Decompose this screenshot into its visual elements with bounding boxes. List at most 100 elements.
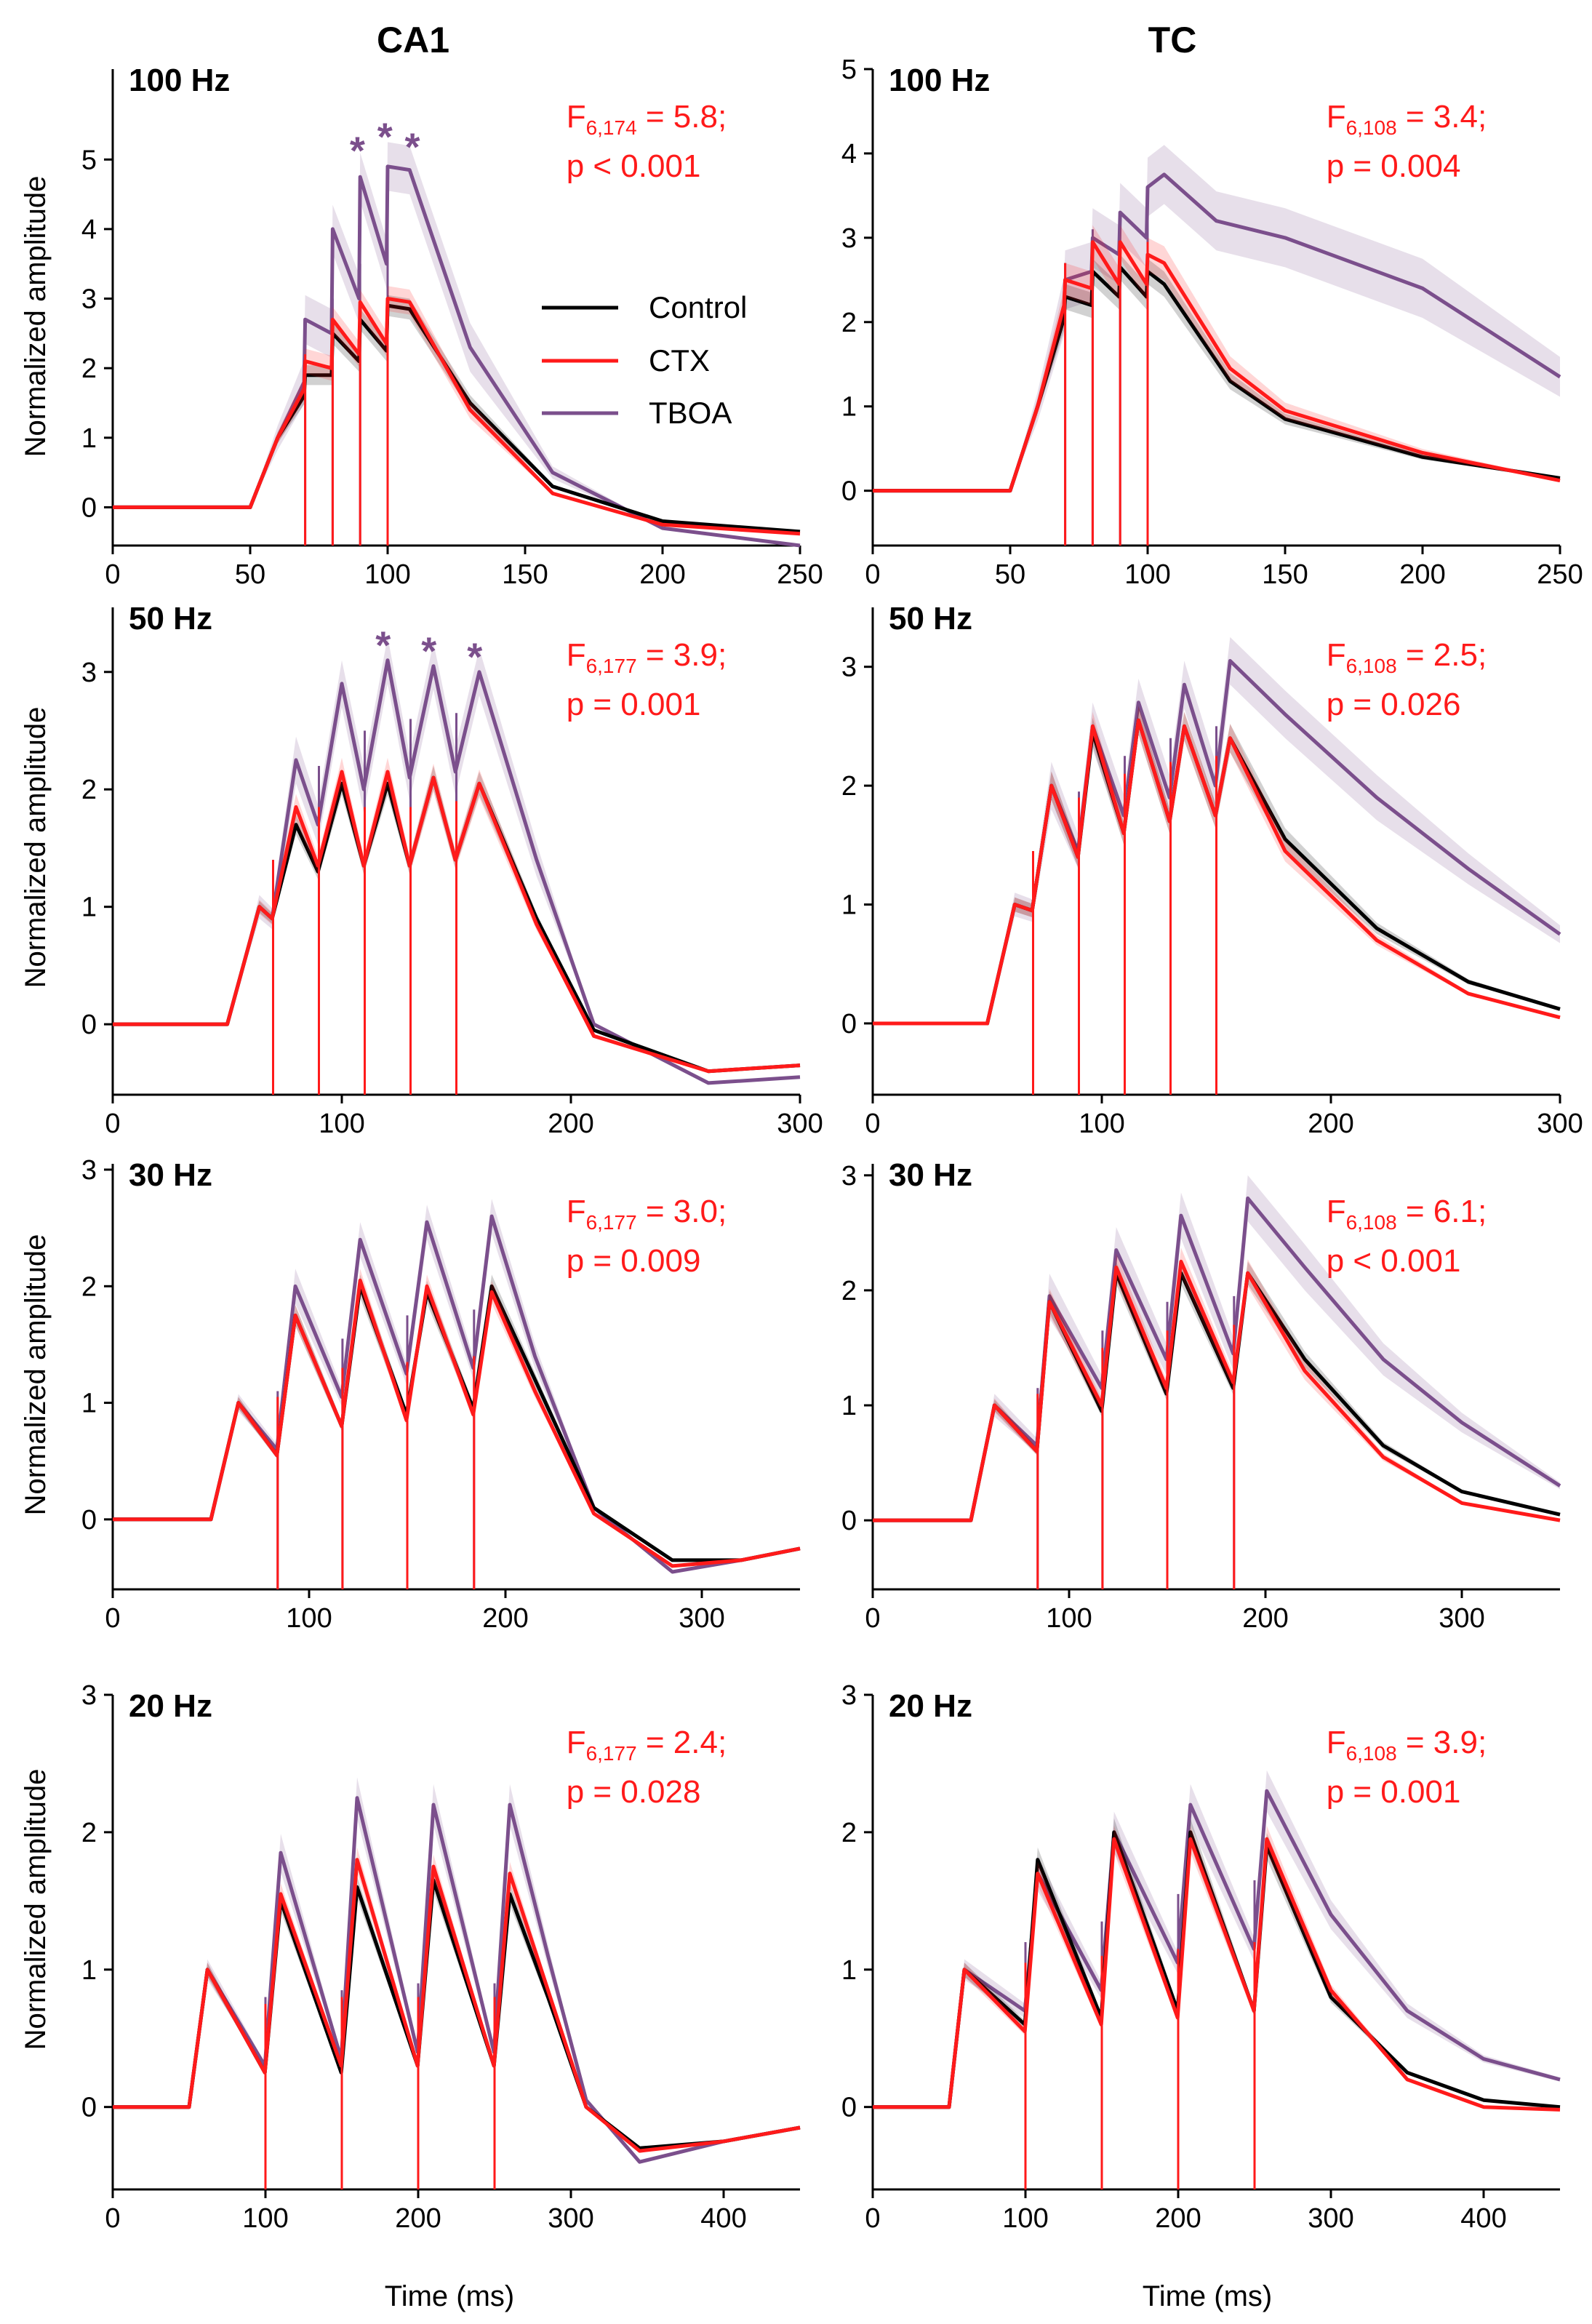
y-tick-label: 0 (81, 492, 97, 523)
panel-tc-50hz: 0 100 200 300 0 1 2 3 50 Hz F6,108 = 2.5; p = 0.02… (841, 601, 1583, 1139)
x-tick-label: 250 (1537, 559, 1583, 590)
ylabel-row-3: Normalized amplitude (20, 1234, 52, 1516)
y-tick-label: 1 (841, 1391, 857, 1421)
stat-f-df: 6,108 (1346, 1211, 1397, 1234)
x-tick-label: 100 (1002, 2203, 1048, 2234)
stat-f-value: F6,177 = 3.0; (567, 1194, 727, 1234)
x-tick-label: 0 (865, 1603, 880, 1634)
y-tick-label: 1 (841, 1955, 857, 1986)
y-tick-label: 3 (841, 1680, 857, 1711)
x-tick-label: 0 (865, 1109, 880, 1139)
legend-label-control: Control (649, 290, 747, 324)
y-tick-label: 2 (81, 1271, 97, 1302)
x-tick-label: 300 (777, 1109, 823, 1139)
stat-f-letter: F (1327, 99, 1346, 135)
y-tick-label: 1 (81, 423, 97, 454)
legend: Control CTX TBOA (542, 290, 747, 430)
y-tick-label: 1 (81, 1955, 97, 1986)
x-tick-label: 100 (1124, 559, 1170, 590)
frequency-label: 50 Hz (129, 601, 212, 636)
y-tick-label: 3 (81, 284, 97, 315)
frequency-label: 20 Hz (129, 1688, 212, 1724)
y-tick-label: 0 (841, 2093, 857, 2123)
y-tick-label: 0 (841, 1009, 857, 1039)
stat-p-value: p = 0.001 (1327, 1774, 1461, 1810)
trace-ctx (873, 718, 1561, 1026)
frequency-label: 30 Hz (129, 1157, 212, 1193)
x-tick-label: 200 (395, 2203, 441, 2234)
stat-f-df: 6,108 (1346, 116, 1397, 139)
x-tick-label: 300 (548, 2203, 593, 2234)
y-tick-label: 2 (841, 308, 857, 338)
stat-f-df: 6,177 (586, 1211, 637, 1234)
y-tick-label: 0 (841, 476, 857, 507)
frequency-label: 100 Hz (129, 63, 230, 98)
legend-label-tboa: TBOA (649, 396, 732, 430)
error-band-tboa (873, 145, 1560, 491)
panel-ca1-30hz: 0 100 200 300 0 1 2 3 30 Hz F6,177 = 3.0; p = 0.00… (81, 1155, 801, 1634)
x-tick-label: 0 (105, 559, 120, 590)
y-tick-label: 2 (81, 1818, 97, 1848)
stat-f-number: = 3.0; (637, 1194, 727, 1229)
x-tick-label: 250 (777, 559, 823, 590)
stat-p-value: p < 0.001 (1327, 1243, 1461, 1279)
y-tick-label: 0 (81, 2093, 97, 2123)
error-band-ctx (873, 1247, 1560, 1521)
trace-ctx (113, 1858, 801, 2153)
x-tick-label: 0 (105, 2203, 120, 2234)
stat-p-value: p = 0.026 (1327, 687, 1461, 722)
stat-f-df: 6,177 (586, 1742, 637, 1765)
stat-f-value: F6,174 = 5.8; (567, 99, 727, 139)
y-tick-label: 0 (81, 1505, 97, 1536)
stat-f-value: F6,108 = 3.4; (1327, 99, 1487, 139)
x-tick-label: 50 (995, 559, 1025, 590)
trace-control (113, 1878, 801, 2150)
stat-f-df: 6,177 (586, 655, 637, 677)
y-tick-label: 3 (841, 1161, 857, 1191)
y-tick-label: 5 (81, 145, 97, 175)
stat-f-letter: F (1327, 637, 1346, 673)
panel-tc-30hz: 0 100 200 300 0 1 2 3 30 Hz F6,108 = 6.1; p < 0.00… (841, 1157, 1561, 1634)
x-tick-label: 300 (1308, 2203, 1353, 2234)
stat-f-number: = 5.8; (637, 99, 727, 135)
column-title-tc: TC (1148, 20, 1197, 60)
trace-ctx (113, 770, 801, 1074)
significance-star: * (467, 636, 482, 679)
frequency-label: 30 Hz (889, 1157, 972, 1193)
y-tick-label: 2 (81, 775, 97, 805)
frequency-label: 20 Hz (889, 1688, 972, 1724)
stat-f-value: F6,108 = 2.5; (1327, 637, 1487, 677)
stat-f-letter: F (567, 1725, 586, 1760)
x-tick-label: 300 (1439, 1603, 1484, 1634)
panel-tc-100hz: 0 50 100 150 200 250 0 1 2 3 4 5 100 Hz F6,108 = 3.4;… (841, 55, 1583, 590)
stat-f-number: = 3.9; (637, 637, 727, 673)
y-tick-label: 5 (841, 55, 857, 85)
y-tick-label: 0 (841, 1506, 857, 1536)
error-band-tboa (873, 636, 1560, 1023)
stat-f-number: = 6.1; (1397, 1194, 1487, 1229)
significance-star: * (421, 629, 436, 673)
y-tick-label: 1 (841, 890, 857, 921)
significance-star: * (405, 126, 420, 169)
y-tick-label: 3 (81, 1155, 97, 1186)
ylabel-row-1: Normalized amplitude (20, 176, 52, 458)
stat-f-number: = 3.4; (1397, 99, 1487, 135)
stat-p-value: p = 0.004 (1327, 148, 1461, 184)
y-tick-label: 2 (841, 1818, 857, 1848)
x-tick-label: 300 (1537, 1109, 1583, 1139)
x-tick-label: 150 (1262, 559, 1308, 590)
stat-f-number: = 3.9; (1397, 1725, 1487, 1760)
xlabel-ca1: Time (ms) (385, 2280, 514, 2312)
stat-f-value: F6,177 = 2.4; (567, 1725, 727, 1765)
error-band-tboa (873, 1770, 1560, 2107)
y-tick-label: 3 (81, 1680, 97, 1711)
stat-f-df: 6,108 (1346, 1742, 1397, 1765)
significance-star: * (350, 129, 365, 172)
x-tick-label: 100 (242, 2203, 288, 2234)
significance-star: * (375, 623, 391, 667)
y-tick-label: 1 (81, 1389, 97, 1419)
frequency-label: 50 Hz (889, 601, 972, 636)
legend-label-ctx: CTX (649, 343, 710, 378)
x-tick-label: 50 (235, 559, 265, 590)
